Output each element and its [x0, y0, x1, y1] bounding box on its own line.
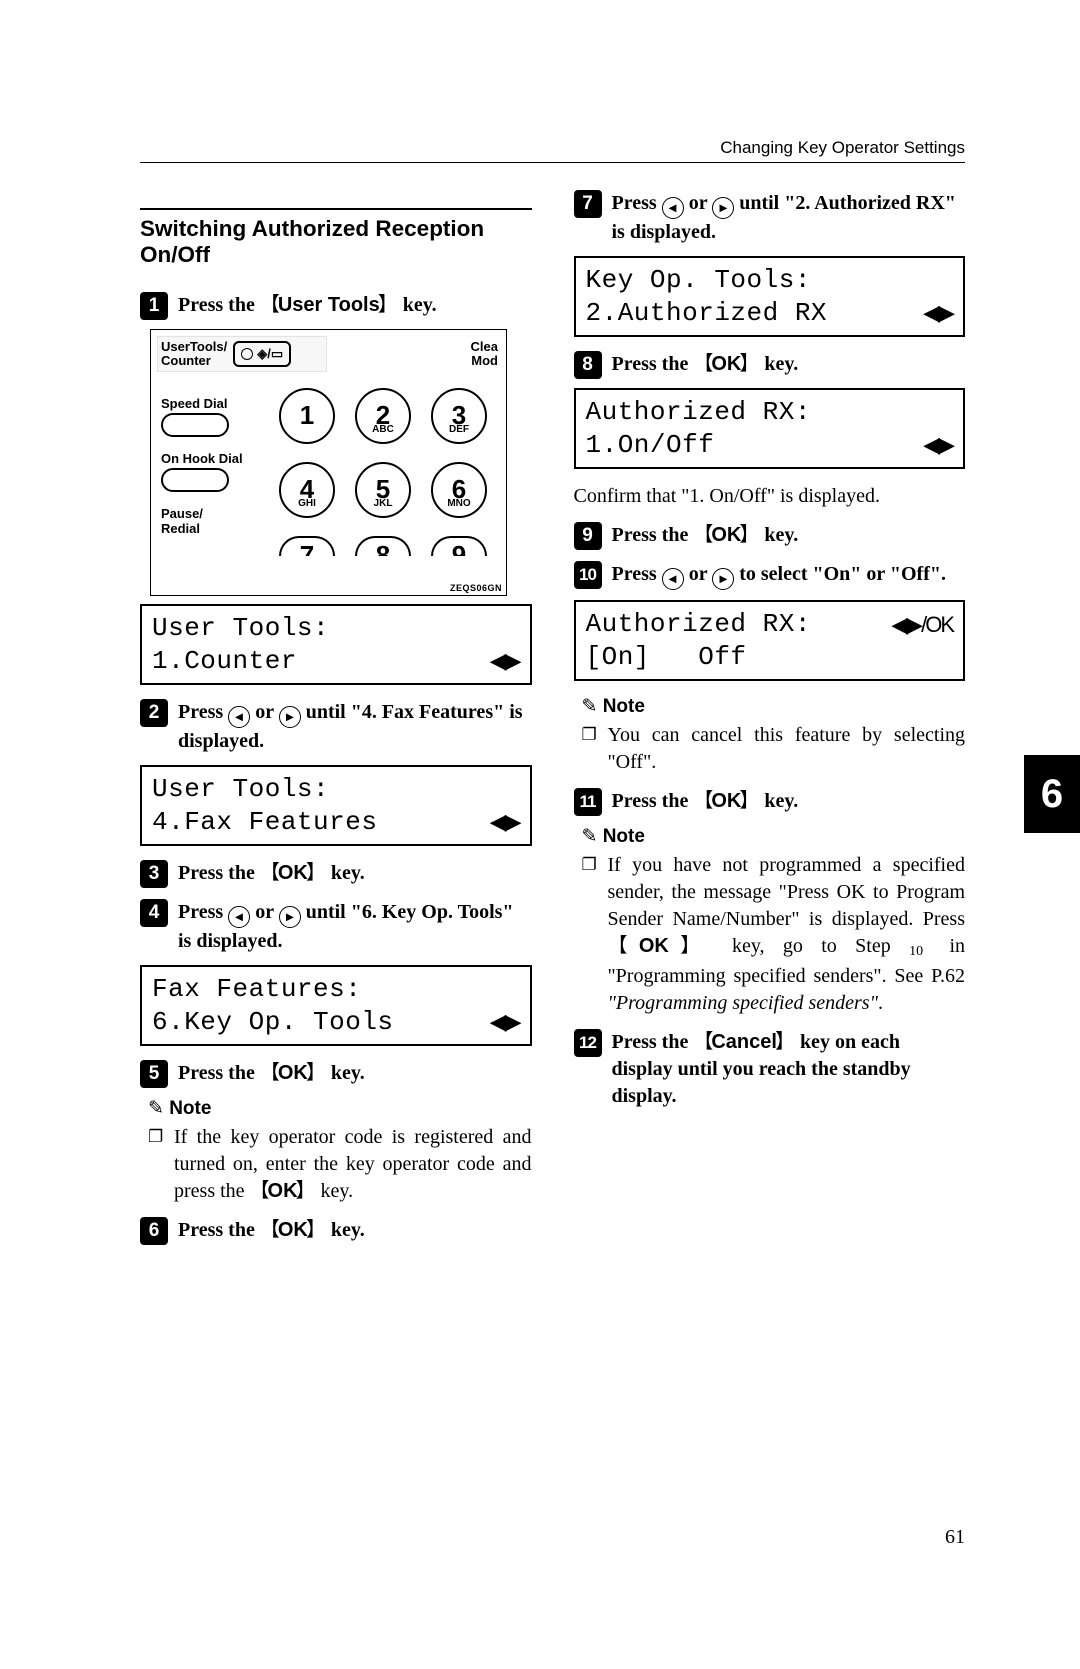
lcd-display-5: Authorized RX: 1.On/Off◀▶	[574, 388, 966, 469]
left-arrow-icon: ◂	[228, 706, 250, 728]
key-4: 4GHI	[279, 462, 335, 518]
right-column: 7 Press ◂ or ▸ until "2. Authorized RX" …	[574, 190, 966, 1254]
on-hook-button	[161, 468, 229, 492]
step-3: 3 Press the OK key.	[140, 860, 532, 887]
key-ok: OK	[260, 1219, 326, 1241]
two-column-layout: Switching Authorized Reception On/Off 1 …	[140, 190, 965, 1254]
key-8-cut: 8	[355, 536, 411, 556]
lcd-display-1: User Tools: 1.Counter◀▶	[140, 604, 532, 685]
note-item: You can cancel this feature by selecting…	[574, 722, 966, 776]
step-number: 6	[140, 1217, 168, 1245]
highlight-box	[157, 336, 327, 372]
chapter-tab: 6	[1024, 755, 1080, 833]
key-2: 2ABC	[355, 388, 411, 444]
key-1: 1	[279, 388, 335, 444]
step-8: 8 Press the OK key.	[574, 351, 966, 378]
key-7-cut: 7	[279, 536, 335, 556]
right-arrow-icon: ▸	[712, 568, 734, 590]
step-12: 12 Press the Cancel key on each display …	[574, 1029, 966, 1110]
clear-modes-label: CleaMod	[471, 340, 500, 367]
nav-arrows-icon: ◀▶	[490, 808, 520, 836]
step-text: Press the	[178, 294, 260, 316]
step-number: 1	[140, 292, 168, 320]
left-arrow-icon: ◂	[228, 906, 250, 928]
left-column: Switching Authorized Reception On/Off 1 …	[140, 190, 532, 1254]
step-9: 9 Press the OK key.	[574, 522, 966, 549]
step-11: 11 Press the OK key.	[574, 788, 966, 815]
step-number: 7	[574, 190, 602, 218]
key-ok: OK	[608, 935, 714, 957]
header-rule	[140, 162, 965, 163]
step-7: 7 Press ◂ or ▸ until "2. Authorized RX" …	[574, 190, 966, 246]
key-ok: OK	[260, 862, 326, 884]
right-arrow-icon: ▸	[279, 906, 301, 928]
right-arrow-icon: ▸	[279, 706, 301, 728]
key-6: 6MNO	[431, 462, 487, 518]
section-title: Switching Authorized Reception On/Off	[140, 216, 532, 268]
key-ok: OK	[250, 1180, 316, 1202]
step-number: 10	[574, 561, 602, 589]
lcd-display-2: User Tools: 4.Fax Features◀▶	[140, 765, 532, 846]
key-ok: OK	[260, 1062, 326, 1084]
section-rule	[140, 208, 532, 210]
keypad-diagram: UserTools/Counter ◈/▭ CleaMod Speed Dial…	[150, 329, 507, 596]
step-number: 11	[574, 788, 602, 816]
step-6: 6 Press the OK key.	[140, 1217, 532, 1244]
step-text: key.	[398, 294, 437, 316]
speed-dial-label: Speed Dial	[161, 396, 261, 411]
note-heading: Note	[582, 695, 966, 718]
step-number: 2	[140, 699, 168, 727]
key-cancel: Cancel	[693, 1031, 795, 1053]
note-item: If the key operator code is registered a…	[140, 1124, 532, 1205]
on-hook-label: On Hook Dial	[161, 451, 261, 466]
lcd-display-3: Fax Features: 6.Key Op. Tools◀▶	[140, 965, 532, 1046]
step-2: 2 Press ◂ or ▸ until "4. Fax Features" i…	[140, 699, 532, 755]
step-number: 3	[140, 860, 168, 888]
nav-arrows-icon: ◀▶	[490, 647, 520, 675]
nav-arrows-icon: ◀▶	[490, 1008, 520, 1036]
redial-label: Redial	[161, 521, 261, 536]
diagram-code: ZEQS06GN	[450, 583, 502, 593]
left-arrow-icon: ◂	[662, 568, 684, 590]
step-1: 1 Press the User Tools key.	[140, 292, 532, 319]
running-head: Changing Key Operator Settings	[720, 138, 965, 158]
step-number: 4	[140, 899, 168, 927]
key-9-cut: 9	[431, 536, 487, 556]
key-3: 3DEF	[431, 388, 487, 444]
key-ok: OK	[693, 790, 759, 812]
page-number: 61	[945, 1526, 965, 1549]
speed-dial-button	[161, 413, 229, 437]
manual-page: Changing Key Operator Settings 6 Switchi…	[0, 0, 1080, 1669]
pause-label: Pause/	[161, 506, 261, 521]
body-text: Confirm that "1. On/Off" is displayed.	[574, 483, 966, 510]
step-number: 9	[574, 522, 602, 550]
cross-reference: "Programming specified senders"	[608, 992, 878, 1014]
key-ok: OK	[693, 524, 759, 546]
note-heading: Note	[148, 1097, 532, 1120]
note-item: If you have not programmed a specified s…	[574, 852, 966, 1017]
key-5: 5JKL	[355, 462, 411, 518]
nav-arrows-icon: ◀▶	[923, 431, 953, 459]
step-10: 10 Press ◂ or ▸ to select "On" or "Off".	[574, 561, 966, 590]
step-number: 5	[140, 1060, 168, 1088]
step-number: 8	[574, 351, 602, 379]
key-ok: OK	[693, 353, 759, 375]
left-arrow-icon: ◂	[662, 197, 684, 219]
key-user-tools: User Tools	[260, 294, 398, 316]
right-arrow-icon: ▸	[712, 197, 734, 219]
lcd-display-4: Key Op. Tools: 2.Authorized RX◀▶	[574, 256, 966, 337]
step-number: 12	[574, 1029, 602, 1057]
nav-ok-icon: ◀▶/OK	[891, 611, 953, 639]
note-heading: Note	[582, 825, 966, 848]
nav-arrows-icon: ◀▶	[923, 299, 953, 327]
step-5: 5 Press the OK key.	[140, 1060, 532, 1087]
step-ref-badge: 10	[909, 941, 931, 963]
lcd-display-6: Authorized RX:◀▶/OK [On] Off	[574, 600, 966, 681]
numeric-keypad: 1 2ABC 3DEF 4GHI 5JKL 6MNO 7 8 9	[279, 388, 487, 566]
step-4: 4 Press ◂ or ▸ until "6. Key Op. Tools" …	[140, 899, 532, 955]
